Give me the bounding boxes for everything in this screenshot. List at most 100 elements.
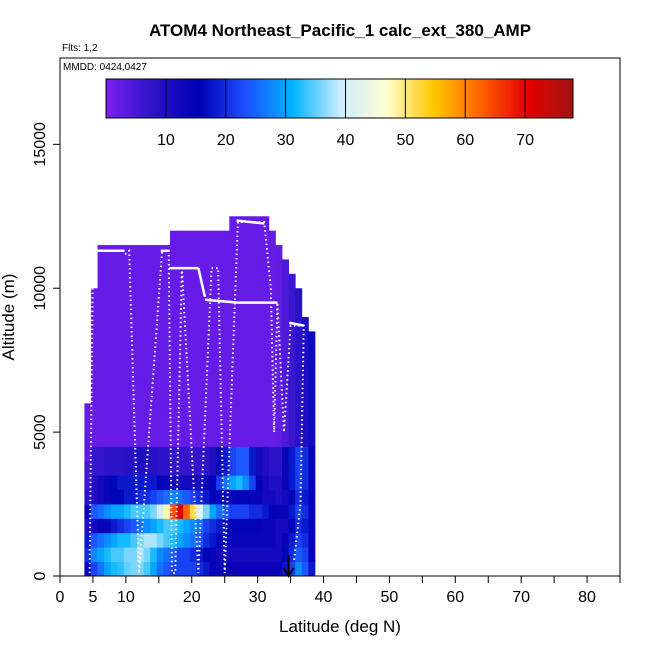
heatmap-cell [209,446,217,462]
heatmap-cell [97,360,105,375]
heatmap-cell [229,230,237,246]
heatmap-cell [262,561,270,576]
heatmap-cell [295,460,303,476]
heatmap-cell [130,504,138,519]
heatmap-cell [242,259,250,275]
heatmap-cell [196,245,204,260]
heatmap-cell [84,460,92,476]
heatmap-cell [222,446,230,462]
heatmap-cell [216,302,224,318]
heatmap-cell [104,417,112,433]
heatmap-cell [117,388,125,404]
heatmap-cell [183,288,191,304]
heatmap-cell [216,317,224,332]
heatmap-cell [137,460,145,476]
heatmap-cell [275,403,283,419]
heatmap-cell [90,432,98,447]
heatmap-cell [170,532,178,548]
heatmap-cell [255,403,263,419]
colorbar-tick-label: 30 [277,132,295,149]
heatmap-cell [216,360,224,375]
heatmap-cell [170,288,178,304]
heatmap-cell [209,230,217,246]
y-axis: 0 5000 10000 15000 [32,122,60,580]
heatmap-cell [275,259,283,275]
heatmap-cell [268,288,276,304]
heatmap-cell [268,561,276,576]
heatmap-cell [150,374,158,390]
heatmap-cell [143,388,151,404]
heatmap-cell [117,374,125,390]
heatmap-cell [196,273,204,289]
heatmap-cell [150,388,158,404]
heatmap-cell [301,475,309,491]
heatmap-cell [288,446,296,462]
heatmap-cell [282,446,290,462]
flight-track-line [88,221,305,575]
heatmap-cell [242,317,250,332]
heatmap-cell [137,432,145,447]
heatmap-cell [156,489,164,505]
heatmap-cell [262,403,270,419]
heatmap-cell [242,489,250,505]
heatmap-cell [156,518,164,534]
heatmap-cell [156,446,164,462]
heatmap-cell [235,245,243,260]
heatmap-cell [301,446,309,462]
heatmap-cell [295,345,303,361]
cruise-leg [197,267,207,298]
heatmap-cell [216,475,224,491]
heatmap-cell [123,489,131,505]
heatmap-cell [90,561,98,576]
heatmap-cell [255,288,263,304]
colorbar-tick-label: 60 [456,132,474,149]
heatmap-cell [97,547,105,563]
heatmap-cell [262,475,270,491]
heatmap-cell [130,417,138,433]
heatmap-cell [183,561,191,576]
heatmap-cell [288,504,296,519]
heatmap-cell [216,388,224,404]
heatmap-cell [222,532,230,548]
heatmap-cell [262,446,270,462]
heatmap-cell [110,403,118,419]
heatmap-cell [183,374,191,390]
heatmap-cell [222,374,230,390]
heatmap-cell [117,360,125,375]
heatmap-cell [301,532,309,548]
heatmap-cell [123,504,131,519]
heatmap-cell [209,259,217,275]
heatmap-cell [156,547,164,563]
heatmap-cell [183,388,191,404]
heatmap-cell [288,489,296,505]
heatmap-cell [123,360,131,375]
heatmap-cell [176,345,184,361]
heatmap-cell [143,360,151,375]
heatmap-cell [242,374,250,390]
heatmap-cell [183,460,191,476]
heatmap-cell [84,417,92,433]
heatmap-cell [170,345,178,361]
heatmap-cell [189,360,197,375]
heatmap-cell [183,317,191,332]
heatmap-cell [295,561,303,576]
heatmap-cell [123,259,131,275]
heatmap-cell [137,345,145,361]
heatmap-cell [170,504,178,519]
heatmap-cell [202,518,210,534]
heatmap-cell [110,475,118,491]
heatmap-cell [275,432,283,447]
heatmap-cell [255,489,263,505]
heatmap-cell [104,374,112,390]
heatmap-cell [176,561,184,576]
heatmap-cell [216,432,224,447]
heatmap-cell [295,532,303,548]
heatmap-cell [308,475,316,491]
heatmap-cell [222,331,230,347]
heatmap-cell [97,273,105,289]
heatmap-cell [183,518,191,534]
heatmap-cell [156,245,164,260]
heatmap-cell [235,216,243,232]
heatmap-cell [150,288,158,304]
heatmap-cell [295,489,303,505]
